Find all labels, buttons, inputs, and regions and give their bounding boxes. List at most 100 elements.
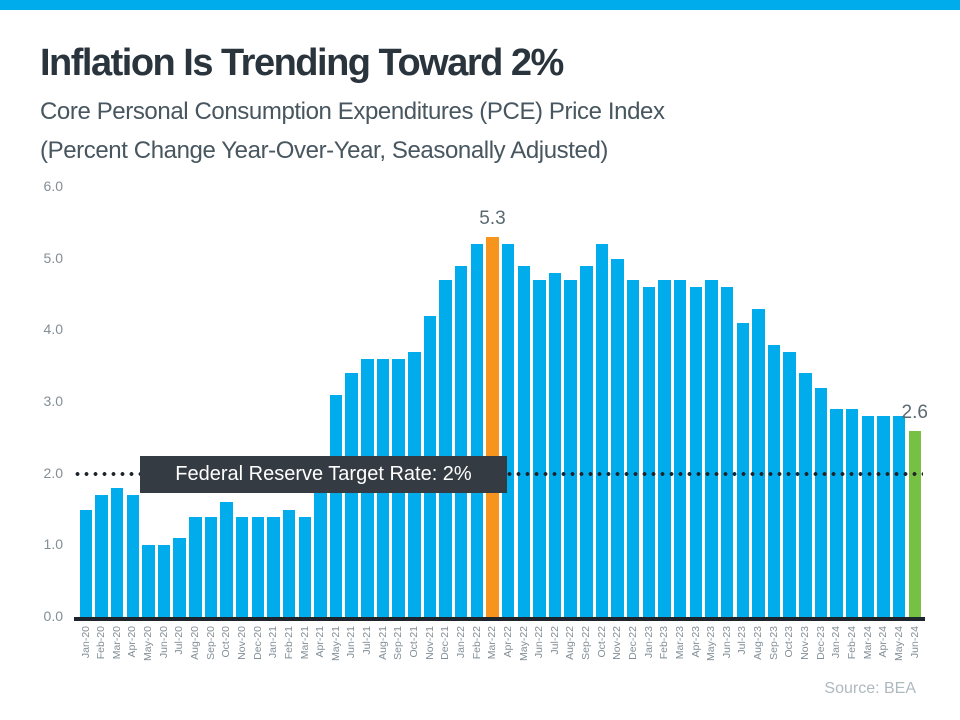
bar-May-22 xyxy=(517,265,530,617)
x-tick-cell: Jul-22 xyxy=(547,626,563,678)
bar-Mar-22 xyxy=(486,237,499,617)
bar-slot xyxy=(860,187,876,617)
bar-slot xyxy=(797,187,813,617)
x-tick-cell: Nov-21 xyxy=(422,626,438,678)
x-tick-cell: May-24 xyxy=(891,626,907,678)
x-tick-cell: Nov-23 xyxy=(797,626,813,678)
bar-slot xyxy=(360,187,376,617)
x-tick-cell: Aug-20 xyxy=(187,626,203,678)
bar-Aug-22 xyxy=(564,280,577,617)
bar-slot xyxy=(313,187,329,617)
x-tick-label-Feb-20: Feb-20 xyxy=(95,626,108,660)
fed-target-label-box: Federal Reserve Target Rate: 2% xyxy=(140,455,507,493)
x-tick-cell: Dec-22 xyxy=(625,626,641,678)
bar-Jul-22 xyxy=(548,273,562,617)
x-tick-label-Sep-20: Sep-20 xyxy=(204,626,217,660)
bar-slot xyxy=(422,187,438,617)
bar-slot xyxy=(516,187,532,617)
x-tick-label-Jan-22: Jan-22 xyxy=(454,626,467,659)
x-tick-label-Feb-22: Feb-22 xyxy=(470,626,483,660)
bar-slot xyxy=(219,187,235,617)
x-tick-label-Apr-21: Apr-21 xyxy=(314,626,327,658)
x-tick-cell: May-23 xyxy=(704,626,720,678)
bar-Oct-22 xyxy=(595,244,609,617)
y-tick-label-6.0: 6.0 xyxy=(43,178,63,194)
bar-Apr-23 xyxy=(689,287,703,617)
bar-May-20 xyxy=(142,545,155,617)
bar-slot xyxy=(203,187,219,617)
bar-Apr-24 xyxy=(877,416,890,617)
x-tick-label-Dec-22: Dec-22 xyxy=(626,626,639,660)
bar-slot xyxy=(391,187,407,617)
y-tick-label-2.0: 2.0 xyxy=(43,464,63,481)
x-tick-label-Feb-24: Feb-24 xyxy=(845,626,858,660)
x-tick-label-Dec-23: Dec-23 xyxy=(814,626,827,660)
bar-Dec-23 xyxy=(814,387,828,617)
x-tick-label-Dec-20: Dec-20 xyxy=(251,626,264,660)
bar-Feb-23 xyxy=(658,280,671,617)
bar-Jan-21 xyxy=(267,516,280,617)
x-tick-label-Jun-24: Jun-24 xyxy=(908,626,921,659)
x-tick-label-Feb-21: Feb-21 xyxy=(282,626,295,660)
bar-Mar-23 xyxy=(673,280,687,617)
x-tick-cell: May-21 xyxy=(328,626,344,678)
x-tick-cell: Apr-20 xyxy=(125,626,141,678)
x-tick-label-Aug-20: Aug-20 xyxy=(189,626,202,660)
x-tick-cell: Jan-22 xyxy=(453,626,469,678)
x-tick-cell: Apr-23 xyxy=(688,626,704,678)
x-axis-labels: Jan-20 Feb-20 Mar-20 Apr-20 May-20 Jun-20 Jul-… xyxy=(78,626,923,678)
x-tick-label-Aug-22: Aug-22 xyxy=(564,626,577,660)
bar-slot xyxy=(688,187,704,617)
bar-Jun-21 xyxy=(345,373,358,617)
brand-top-strip xyxy=(0,0,960,10)
x-tick-label-May-21: May-21 xyxy=(329,626,342,662)
x-tick-label-Mar-23: Mar-23 xyxy=(673,626,686,660)
x-tick-label-May-22: May-22 xyxy=(517,626,530,662)
bar-slot xyxy=(704,187,720,617)
y-tick-label-5.0: 5.0 xyxy=(43,249,63,266)
bar-slot xyxy=(250,187,266,617)
x-tick-label-Sep-22: Sep-22 xyxy=(580,626,593,660)
x-tick-label-Apr-23: Apr-23 xyxy=(689,626,702,658)
x-tick-label-Nov-22: Nov-22 xyxy=(611,626,624,660)
bar-Dec-20 xyxy=(251,516,265,617)
x-tick-label-Sep-21: Sep-21 xyxy=(392,626,405,660)
bar-value-label-Jun-24: 2.6 xyxy=(901,401,928,423)
bar-slot xyxy=(782,187,798,617)
x-tick-cell: Aug-21 xyxy=(375,626,391,678)
x-tick-cell: Sep-23 xyxy=(766,626,782,678)
bar-Sep-20 xyxy=(204,516,218,617)
chart-subtitle-line1: Core Personal Consumption Expenditures (… xyxy=(40,98,665,125)
bar-slot xyxy=(125,187,141,617)
bar-slot xyxy=(610,187,626,617)
x-tick-cell: Feb-24 xyxy=(844,626,860,678)
x-tick-cell: Jul-20 xyxy=(172,626,188,678)
x-tick-label-Jul-22: Jul-22 xyxy=(548,626,561,655)
x-tick-cell: Mar-22 xyxy=(485,626,501,678)
bar-Nov-20 xyxy=(236,516,249,617)
y-tick-label-0.0: 0.0 xyxy=(43,608,63,624)
x-tick-label-Jun-20: Jun-20 xyxy=(157,626,170,659)
bar-slot xyxy=(375,187,391,617)
x-tick-cell: Mar-21 xyxy=(297,626,313,678)
chart-subtitle-line2: (Percent Change Year-Over-Year, Seasonal… xyxy=(40,137,609,164)
bar-slot xyxy=(641,187,657,617)
bar-slot xyxy=(187,187,203,617)
y-tick-label-1.0: 1.0 xyxy=(43,536,63,553)
x-tick-label-May-23: May-23 xyxy=(705,626,718,662)
x-tick-cell: Jul-21 xyxy=(360,626,376,678)
x-tick-label-Oct-23: Oct-23 xyxy=(783,626,796,658)
x-tick-label-Feb-23: Feb-23 xyxy=(658,626,671,660)
x-tick-label-May-20: May-20 xyxy=(142,626,155,662)
bar-Feb-24 xyxy=(845,409,859,617)
bar-Apr-21 xyxy=(314,473,327,617)
x-tick-label-Apr-22: Apr-22 xyxy=(501,626,514,658)
x-tick-label-May-24: May-24 xyxy=(892,626,905,662)
x-tick-cell: Dec-23 xyxy=(813,626,829,678)
x-tick-label-Jul-21: Jul-21 xyxy=(361,626,374,655)
bar-Sep-22 xyxy=(580,265,593,617)
bar-Nov-23 xyxy=(799,373,812,617)
x-tick-cell: Mar-24 xyxy=(860,626,876,678)
bar-Nov-22 xyxy=(611,258,624,617)
bar-slot xyxy=(751,187,767,617)
